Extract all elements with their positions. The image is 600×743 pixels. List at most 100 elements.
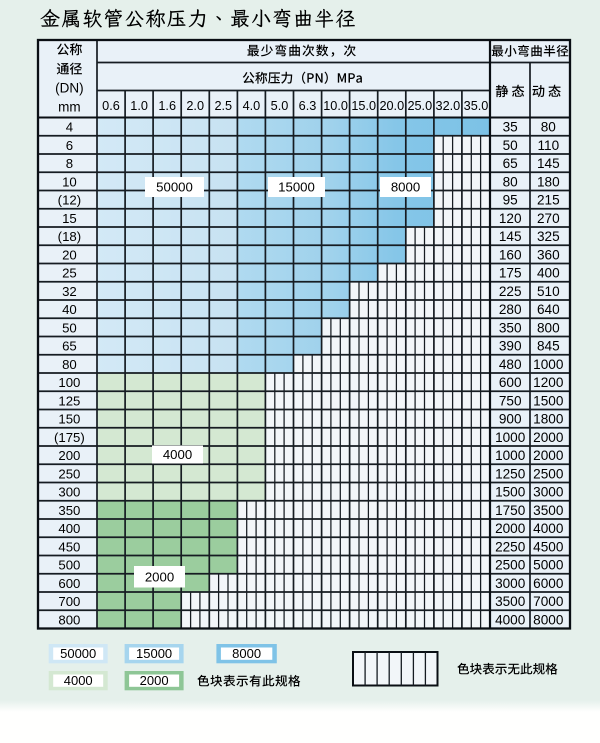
svg-text:32: 32	[62, 284, 77, 299]
svg-text:50: 50	[503, 138, 519, 153]
svg-text:1000: 1000	[533, 357, 564, 372]
svg-text:350: 350	[58, 503, 80, 518]
svg-text:4500: 4500	[533, 539, 564, 554]
svg-text:4000: 4000	[533, 521, 564, 536]
svg-text:2000: 2000	[495, 521, 526, 536]
svg-text:145: 145	[537, 156, 560, 171]
svg-text:5.0: 5.0	[271, 99, 289, 113]
svg-text:125: 125	[58, 393, 80, 408]
svg-text:700: 700	[58, 594, 80, 609]
svg-text:65: 65	[503, 156, 518, 171]
svg-text:250: 250	[58, 466, 80, 481]
svg-text:50000: 50000	[156, 180, 193, 195]
svg-text:2.0: 2.0	[186, 99, 204, 113]
svg-text:1.6: 1.6	[158, 99, 176, 113]
svg-text:400: 400	[537, 266, 560, 281]
svg-text:510: 510	[537, 284, 560, 299]
svg-text:1000: 1000	[495, 430, 526, 445]
svg-text:300: 300	[58, 485, 80, 500]
svg-text:10.0: 10.0	[323, 99, 348, 113]
svg-text:360: 360	[537, 247, 560, 262]
svg-text:4000: 4000	[495, 612, 526, 627]
svg-text:600: 600	[499, 375, 522, 390]
svg-text:mm: mm	[58, 100, 81, 115]
svg-text:15000: 15000	[278, 180, 315, 195]
svg-text:40: 40	[62, 302, 77, 317]
svg-text:200: 200	[58, 448, 80, 463]
svg-text:15: 15	[62, 211, 77, 226]
svg-text:32.0: 32.0	[436, 99, 461, 113]
svg-text:35.0: 35.0	[464, 99, 489, 113]
svg-text:5000: 5000	[533, 558, 564, 573]
svg-text:6.3: 6.3	[299, 99, 317, 113]
svg-text:(DN): (DN)	[55, 81, 84, 96]
svg-text:180: 180	[537, 174, 560, 189]
svg-text:95: 95	[503, 193, 518, 208]
svg-text:1000: 1000	[495, 448, 526, 463]
svg-text:120: 120	[499, 211, 522, 226]
svg-text:35: 35	[503, 120, 518, 135]
svg-text:6000: 6000	[533, 576, 564, 591]
svg-text:0.6: 0.6	[102, 99, 120, 113]
svg-text:2000: 2000	[533, 448, 564, 463]
svg-text:900: 900	[499, 412, 522, 427]
svg-text:3000: 3000	[533, 485, 564, 500]
svg-text:6: 6	[66, 138, 73, 153]
svg-text:(12): (12)	[58, 193, 81, 208]
svg-text:800: 800	[537, 320, 560, 335]
svg-text:(18): (18)	[58, 229, 81, 244]
svg-text:65: 65	[62, 339, 77, 354]
svg-text:750: 750	[499, 393, 522, 408]
svg-text:4000: 4000	[64, 673, 93, 688]
svg-text:3500: 3500	[533, 503, 564, 518]
svg-text:3500: 3500	[495, 594, 526, 609]
svg-text:15.0: 15.0	[351, 99, 376, 113]
svg-text:2500: 2500	[495, 558, 526, 573]
svg-text:450: 450	[58, 539, 80, 554]
svg-text:80: 80	[62, 357, 77, 372]
svg-text:150: 150	[58, 412, 80, 427]
svg-text:7000: 7000	[533, 594, 564, 609]
svg-text:800: 800	[58, 612, 80, 627]
svg-text:640: 640	[537, 302, 560, 317]
svg-text:8000: 8000	[533, 612, 564, 627]
svg-text:20: 20	[62, 247, 77, 262]
svg-text:15000: 15000	[136, 646, 172, 661]
svg-text:2000: 2000	[140, 673, 169, 688]
svg-text:2000: 2000	[145, 569, 174, 584]
svg-text:215: 215	[537, 193, 560, 208]
svg-text:280: 280	[499, 302, 522, 317]
svg-text:1750: 1750	[495, 503, 526, 518]
svg-text:225: 225	[499, 284, 522, 299]
svg-text:25.0: 25.0	[407, 99, 432, 113]
svg-text:1250: 1250	[495, 466, 526, 481]
svg-text:400: 400	[58, 521, 80, 536]
svg-text:175: 175	[499, 266, 522, 281]
svg-text:4.0: 4.0	[243, 99, 261, 113]
svg-text:270: 270	[537, 211, 560, 226]
svg-text:80: 80	[503, 174, 519, 189]
svg-text:100: 100	[58, 375, 80, 390]
svg-text:600: 600	[58, 576, 80, 591]
svg-text:3000: 3000	[495, 576, 526, 591]
svg-text:20.0: 20.0	[379, 99, 404, 113]
svg-text:160: 160	[499, 247, 522, 262]
svg-text:50: 50	[62, 320, 77, 335]
svg-text:2000: 2000	[533, 430, 564, 445]
svg-text:500: 500	[58, 558, 80, 573]
svg-text:2250: 2250	[495, 539, 526, 554]
svg-text:8: 8	[66, 156, 73, 171]
svg-text:80: 80	[541, 120, 557, 135]
svg-text:110: 110	[537, 138, 559, 153]
svg-text:390: 390	[499, 339, 522, 354]
svg-text:4000: 4000	[163, 447, 192, 462]
svg-text:480: 480	[499, 357, 522, 372]
svg-text:325: 325	[537, 229, 560, 244]
svg-text:2500: 2500	[533, 466, 564, 481]
svg-text:10: 10	[62, 174, 77, 189]
svg-text:1.0: 1.0	[130, 99, 148, 113]
svg-text:1200: 1200	[533, 375, 564, 390]
svg-text:(175): (175)	[54, 430, 85, 445]
svg-text:350: 350	[499, 320, 522, 335]
svg-text:1800: 1800	[533, 412, 564, 427]
